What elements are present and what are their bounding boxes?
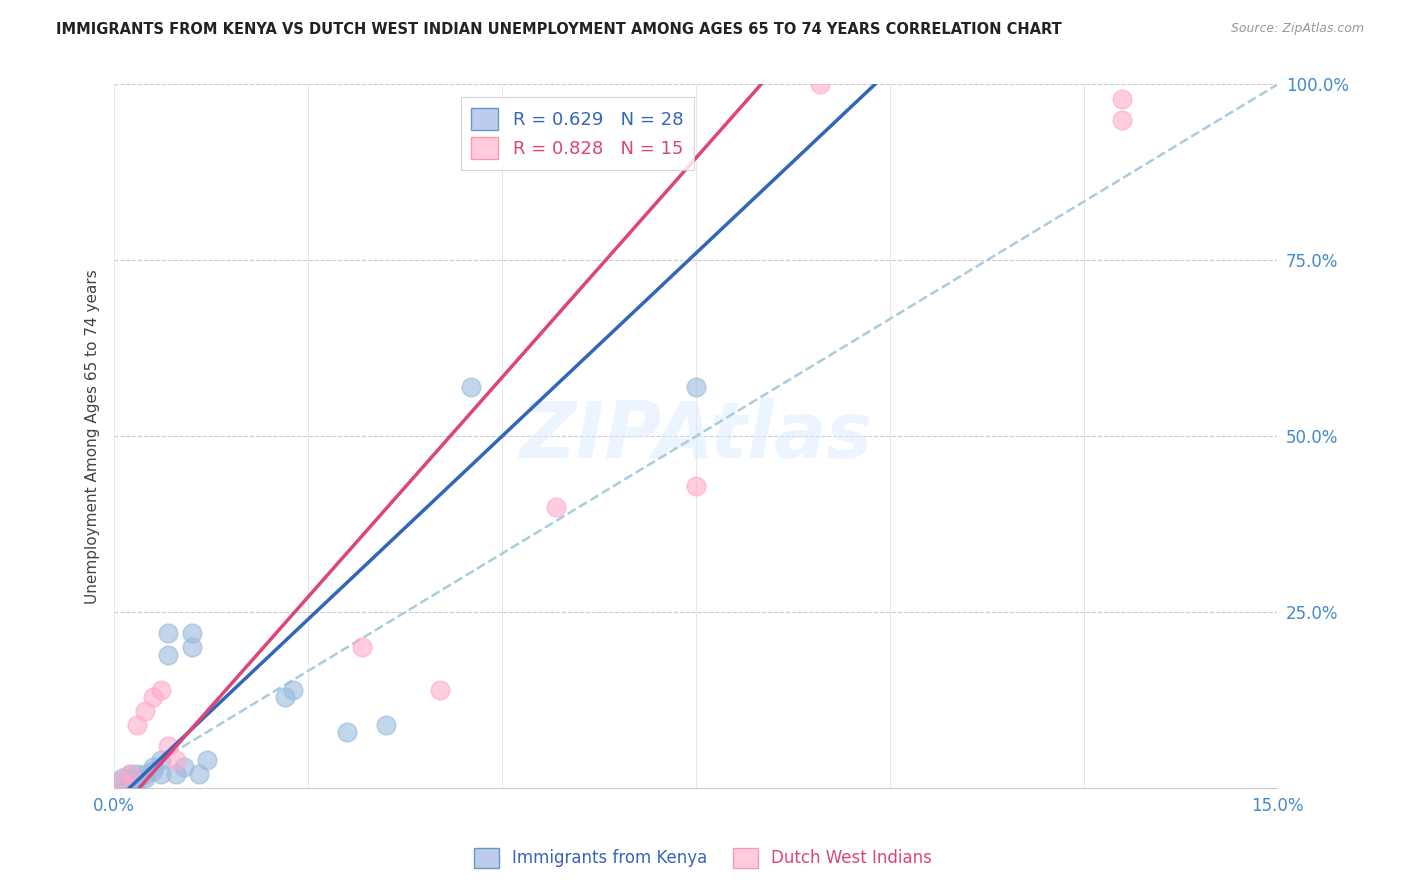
Point [118,767,141,781]
Point [142,764,165,778]
Point [142,760,165,774]
Point [173,760,195,774]
Point [127,771,149,785]
Point [281,682,304,697]
Point [149,682,172,697]
Point [157,739,180,753]
Point [127,767,149,781]
Point [1111,112,1133,127]
Point [111,771,134,785]
Text: ZIPAtlas: ZIPAtlas [519,399,873,475]
Point [127,774,149,789]
Point [685,478,707,492]
Point [460,380,482,394]
Point [134,767,156,781]
Point [111,774,134,789]
Text: Source: ZipAtlas.com: Source: ZipAtlas.com [1230,22,1364,36]
Point [118,767,141,781]
Point [195,753,218,767]
Point [165,767,187,781]
Point [1111,91,1133,105]
Point [180,626,202,640]
Point [149,767,172,781]
Point [352,640,374,655]
Point [111,774,134,789]
Point [118,774,141,789]
Point [157,648,180,662]
Point [546,500,568,514]
Point [142,690,165,704]
Text: IMMIGRANTS FROM KENYA VS DUTCH WEST INDIAN UNEMPLOYMENT AMONG AGES 65 TO 74 YEAR: IMMIGRANTS FROM KENYA VS DUTCH WEST INDI… [56,22,1062,37]
Point [336,725,359,739]
Point [165,753,187,767]
Point [134,771,156,785]
Point [374,718,396,732]
Point [118,771,141,785]
Point [808,78,831,92]
Point [134,704,156,718]
Point [149,753,172,767]
Point [127,718,149,732]
Point [180,640,202,655]
Point [157,626,180,640]
Legend: Immigrants from Kenya, Dutch West Indians: Immigrants from Kenya, Dutch West Indian… [467,841,939,875]
Point [188,767,211,781]
Point [685,380,707,394]
Point [274,690,297,704]
Legend: R = 0.629   N = 28, R = 0.828   N = 15: R = 0.629 N = 28, R = 0.828 N = 15 [461,97,695,170]
Y-axis label: Unemployment Among Ages 65 to 74 years: Unemployment Among Ages 65 to 74 years [86,269,100,604]
Point [429,682,451,697]
